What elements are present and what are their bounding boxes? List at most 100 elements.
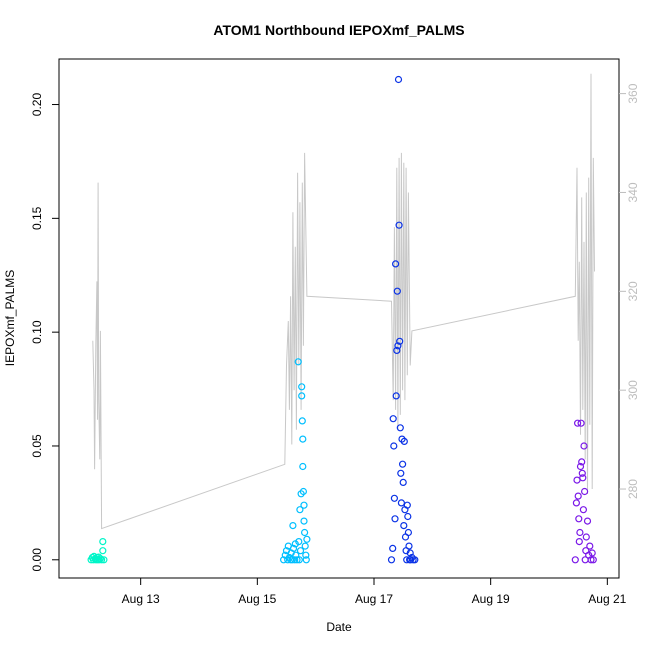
data-point-series-2 <box>298 392 306 400</box>
secondary-series-line <box>92 73 595 530</box>
y-tick-label: 0.10 <box>30 320 44 344</box>
data-point-series-3 <box>397 499 405 507</box>
data-point-series-1 <box>96 555 105 563</box>
data-point-series-3 <box>392 392 400 400</box>
data-point-series-2 <box>301 528 309 537</box>
data-point-series-4 <box>583 517 592 525</box>
data-point-series-4 <box>588 549 596 557</box>
data-point-series-3 <box>393 346 401 354</box>
data-point-series-4 <box>574 492 582 500</box>
data-point-series-2 <box>288 556 296 564</box>
data-point-series-3 <box>396 424 404 432</box>
data-point-series-2 <box>298 383 306 391</box>
x-tick-label: Aug 21 <box>588 592 626 606</box>
data-point-series-2 <box>289 544 298 553</box>
data-point-series-4 <box>576 462 585 471</box>
secondary-line-layer <box>92 73 595 530</box>
data-point-series-2 <box>291 556 299 564</box>
data-point-series-2 <box>302 556 310 564</box>
data-point-series-1 <box>99 547 107 555</box>
data-point-series-2 <box>300 517 308 525</box>
data-point-series-2 <box>300 501 308 509</box>
data-point-series-4 <box>578 469 586 477</box>
data-point-series-1 <box>100 556 108 564</box>
data-point-series-4 <box>579 506 588 514</box>
axes-layer: Aug 13 Aug 15 Aug 17 Aug 19 Aug 21 0.00 0.05 0.… <box>30 83 640 606</box>
data-point-series-2 <box>297 490 305 498</box>
data-point-series-3 <box>404 528 412 537</box>
data-point-series-4 <box>572 499 581 507</box>
x-tick-label: Aug 13 <box>122 592 160 606</box>
y-axis-label: IEPOXmf_PALMS <box>3 270 17 366</box>
y2-tick-label: 320 <box>626 281 640 301</box>
data-point-series-3 <box>406 549 414 557</box>
data-point-series-3 <box>389 544 397 553</box>
data-point-series-4 <box>586 542 594 550</box>
data-point-series-2 <box>296 506 304 514</box>
data-point-series-3 <box>393 287 401 295</box>
x-axis-label: Date <box>326 620 352 634</box>
data-point-series-2 <box>299 435 307 443</box>
scatter-points-layer <box>87 75 597 564</box>
data-point-series-4 <box>575 515 583 523</box>
y2-tick-label: 280 <box>626 479 640 499</box>
data-point-series-1 <box>99 537 107 546</box>
data-point-series-3 <box>405 542 413 550</box>
y2-tick-label: 340 <box>626 182 640 202</box>
data-point-series-3 <box>397 469 405 477</box>
data-point-series-2 <box>299 487 307 496</box>
plot-frame <box>58 58 620 579</box>
x-tick-label: Aug 19 <box>472 592 510 606</box>
data-point-series-2 <box>298 417 306 425</box>
data-point-series-3 <box>404 512 412 521</box>
y-tick-label: 0.20 <box>30 93 44 117</box>
data-point-series-3 <box>396 337 404 345</box>
data-point-series-2 <box>295 537 303 546</box>
data-point-series-2 <box>302 551 310 559</box>
data-point-series-3 <box>390 494 398 502</box>
data-point-series-1 <box>97 556 106 564</box>
data-point-series-2 <box>292 551 300 559</box>
data-point-series-4 <box>573 419 582 427</box>
data-point-series-3 <box>398 435 406 443</box>
data-point-series-2 <box>303 535 311 543</box>
data-point-series-2 <box>295 556 303 564</box>
data-point-series-2 <box>293 556 301 564</box>
data-point-series-2 <box>299 462 307 471</box>
data-point-series-1 <box>95 556 103 564</box>
data-point-series-4 <box>573 476 581 484</box>
data-point-series-3 <box>392 260 400 268</box>
data-point-series-2 <box>280 556 288 564</box>
data-point-series-4 <box>580 487 589 496</box>
data-point-series-4 <box>575 537 583 546</box>
data-point-series-2 <box>301 542 309 550</box>
data-point-series-3 <box>400 521 408 530</box>
y2-tick-label: 300 <box>626 380 640 400</box>
data-point-series-4 <box>571 556 579 564</box>
y-tick-label: 0.00 <box>30 548 44 572</box>
data-point-series-4 <box>577 419 585 427</box>
data-point-series-3 <box>399 460 407 468</box>
data-point-series-3 <box>403 501 411 509</box>
x-tick-label: Aug 15 <box>238 592 276 606</box>
data-point-series-3 <box>411 556 419 564</box>
data-point-series-4 <box>587 556 595 564</box>
data-point-series-3 <box>391 515 399 523</box>
chart-title: ATOM1 Northbound IEPOXmf_PALMS <box>213 22 464 38</box>
data-point-series-3 <box>389 415 397 423</box>
y-tick-label: 0.15 <box>30 206 44 230</box>
data-point-series-3 <box>387 556 396 564</box>
data-point-series-4 <box>580 442 588 450</box>
data-point-series-4 <box>582 533 590 541</box>
data-point-series-2 <box>289 521 297 530</box>
x-tick-label: Aug 17 <box>355 592 393 606</box>
data-point-series-4 <box>578 458 586 466</box>
data-point-series-3 <box>394 75 403 84</box>
data-point-series-2 <box>294 358 302 366</box>
data-point-series-3 <box>390 442 398 450</box>
data-point-series-4 <box>576 528 584 537</box>
data-point-series-3 <box>400 437 408 445</box>
y-tick-label: 0.05 <box>30 434 44 458</box>
data-point-series-3 <box>394 342 402 350</box>
